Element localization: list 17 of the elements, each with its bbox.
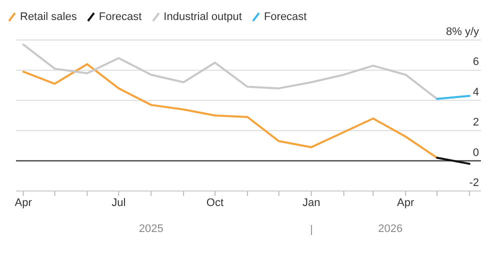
legend-label: Retail sales: [20, 11, 77, 23]
x-tick-label: Jan: [302, 196, 320, 209]
x-tick-label: Jul: [112, 196, 126, 209]
y-tick-label: 6: [472, 56, 479, 68]
x-tick-label: Apr: [397, 196, 414, 209]
legend-label: Forecast: [98, 11, 142, 23]
text: 2025: [138, 223, 164, 235]
legend-label: Industrial output: [164, 11, 242, 23]
text: 2026: [377, 223, 404, 235]
legend-label: Forecast: [264, 11, 307, 23]
y-tick-label: 2: [472, 116, 479, 129]
y-tick-label: 8% y/y: [446, 26, 480, 38]
y-tick-label: 4: [472, 86, 479, 98]
y-tick-label: 0: [472, 146, 479, 159]
y-tick-label: -2: [469, 177, 479, 189]
x-tick-label: Oct: [206, 196, 224, 209]
x-tick-label: Apr: [14, 196, 32, 209]
